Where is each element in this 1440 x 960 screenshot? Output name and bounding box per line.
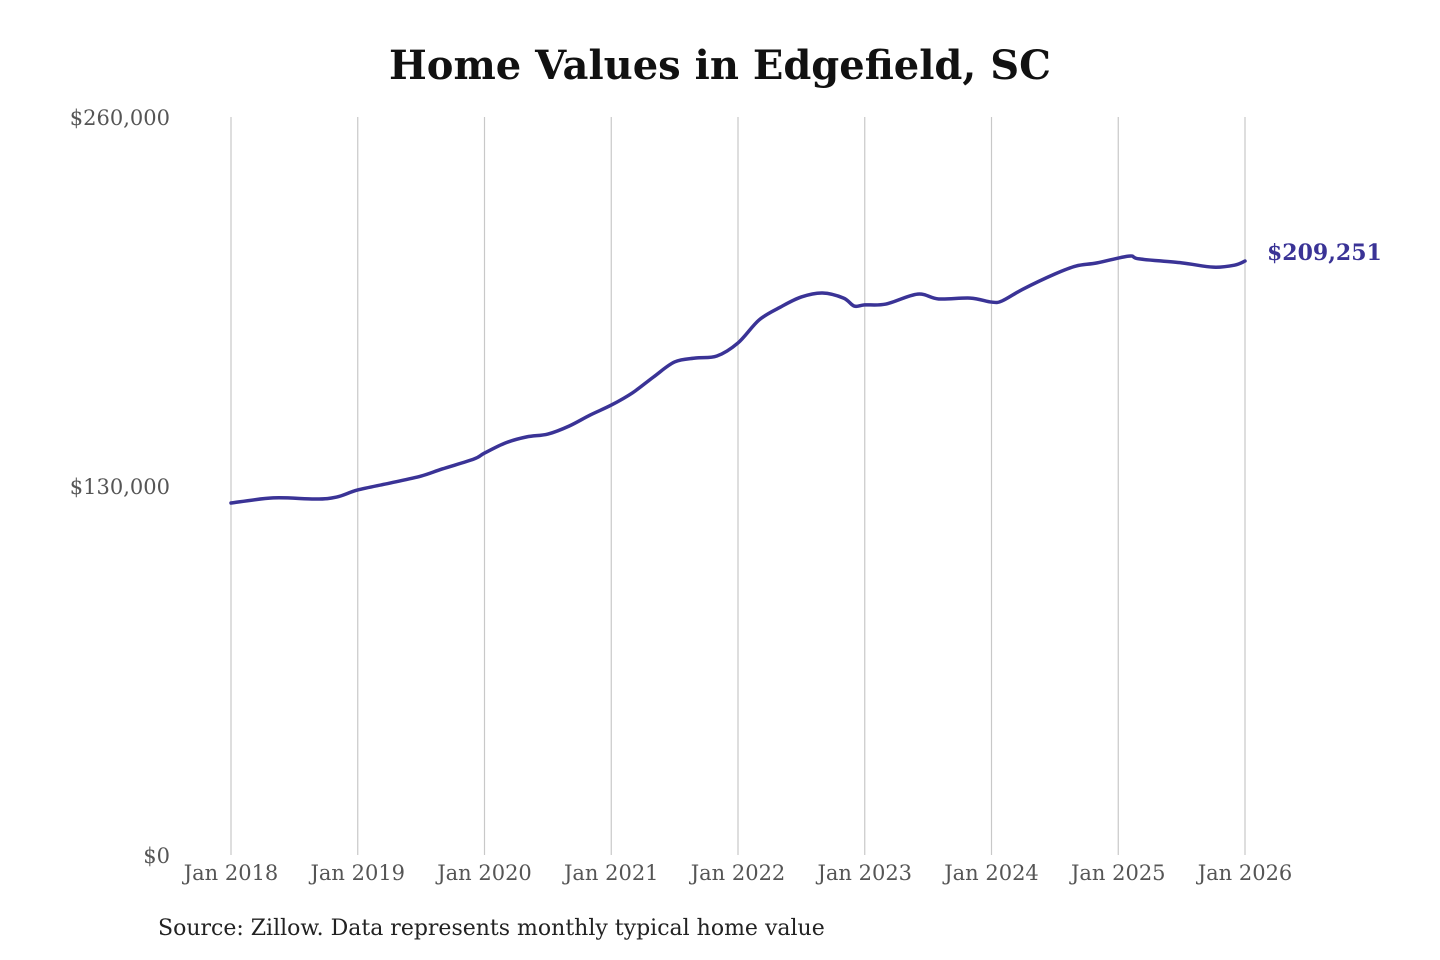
x-tick-label: Jan 2021 — [562, 861, 659, 885]
x-tick-label: Jan 2019 — [308, 861, 405, 885]
end-value-label: $209,251 — [1267, 240, 1382, 266]
chart-title: Home Values in Edgefield, SC — [389, 42, 1051, 89]
x-tick-label: Jan 2024 — [942, 861, 1039, 885]
y-tick-label: $260,000 — [70, 106, 170, 130]
x-tick-label: Jan 2026 — [1196, 861, 1293, 885]
series-line — [229, 254, 1247, 505]
x-tick-label: Jan 2025 — [1069, 861, 1166, 885]
y-tick-label: $0 — [143, 844, 170, 868]
source-note: Source: Zillow. Data represents monthly … — [158, 916, 825, 941]
x-tick-label: Jan 2020 — [435, 861, 532, 885]
x-tick-label: Jan 2018 — [182, 861, 279, 885]
x-tick-label: Jan 2023 — [815, 861, 912, 885]
y-tick-label: $130,000 — [70, 475, 170, 499]
x-tick-label: Jan 2022 — [689, 861, 786, 885]
